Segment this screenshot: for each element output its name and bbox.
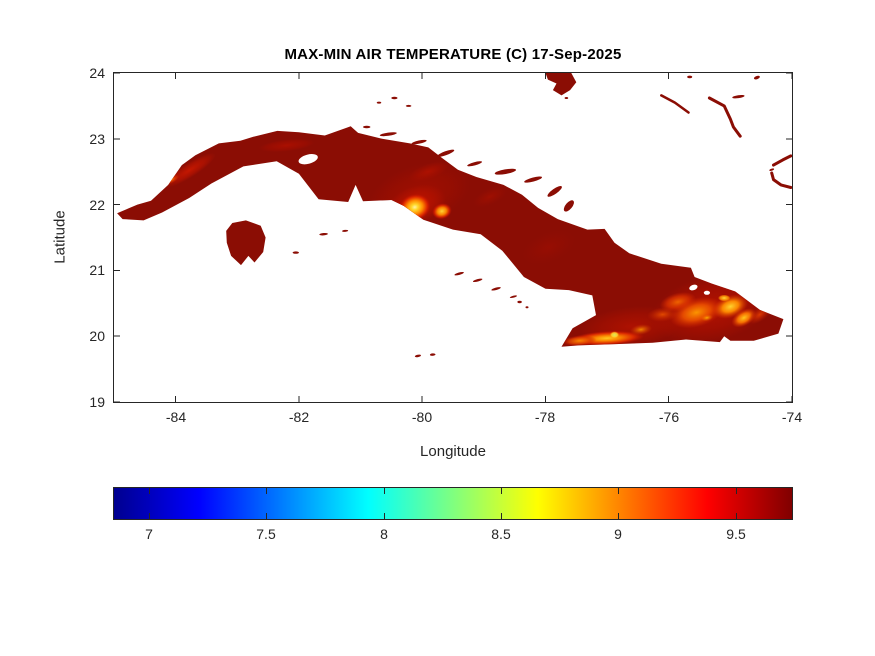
islet bbox=[517, 300, 522, 304]
x-tick-label: -84 bbox=[165, 409, 187, 425]
y-tick-label: 20 bbox=[89, 328, 105, 344]
colorbar-tick-label: 9 bbox=[614, 526, 622, 542]
islet bbox=[405, 104, 412, 107]
islet bbox=[525, 306, 529, 309]
islet bbox=[564, 97, 569, 99]
islet bbox=[391, 96, 398, 100]
islet bbox=[411, 139, 427, 145]
islet bbox=[429, 353, 436, 356]
x-tick-label: -78 bbox=[534, 409, 556, 425]
y-tick-label: 24 bbox=[89, 65, 105, 81]
colorbar-tick bbox=[384, 513, 385, 519]
colorbar-tick bbox=[618, 513, 619, 519]
colorbar-tick bbox=[501, 513, 502, 519]
islet bbox=[732, 94, 745, 99]
y-tick-label: 19 bbox=[89, 394, 105, 410]
island-chain bbox=[770, 171, 792, 189]
colorbar bbox=[113, 487, 793, 520]
islet bbox=[769, 168, 775, 171]
islet bbox=[376, 101, 382, 104]
colorbar-tick-label: 7.5 bbox=[256, 526, 276, 542]
islet bbox=[687, 75, 693, 79]
x-axis-label: Longitude bbox=[420, 443, 486, 460]
plot-area bbox=[113, 72, 793, 403]
island-chain bbox=[660, 94, 690, 114]
y-axis-label-text: Latitude bbox=[51, 210, 69, 264]
hotspot bbox=[700, 314, 714, 322]
hotspot bbox=[609, 331, 620, 339]
hotspot bbox=[669, 296, 724, 329]
data-hole bbox=[703, 290, 711, 295]
secondary-island bbox=[226, 220, 266, 266]
y-tick-label: 23 bbox=[89, 131, 105, 147]
hotspot bbox=[407, 161, 449, 183]
y-tick-label: 22 bbox=[89, 197, 105, 213]
colorbar-tick-label: 7 bbox=[145, 526, 153, 542]
colorbar-tick-label: 8 bbox=[380, 526, 388, 542]
y-tick-label: 21 bbox=[89, 262, 105, 278]
islet bbox=[363, 125, 371, 129]
islet bbox=[436, 149, 455, 157]
colorbar-tick bbox=[384, 488, 385, 494]
x-tick-label: -76 bbox=[658, 409, 680, 425]
colorbar-gradient bbox=[114, 488, 792, 519]
islet bbox=[524, 176, 543, 183]
colorbar-tick bbox=[149, 488, 150, 494]
x-tick-label: -82 bbox=[288, 409, 310, 425]
hotspot bbox=[522, 230, 575, 265]
islet bbox=[753, 75, 760, 80]
hotspot bbox=[259, 138, 315, 152]
islet bbox=[467, 161, 483, 167]
islet bbox=[342, 229, 349, 232]
islet bbox=[379, 132, 397, 137]
hotspot bbox=[629, 324, 653, 336]
x-tick-label: -80 bbox=[411, 409, 433, 425]
colorbar-tick-label: 9.5 bbox=[726, 526, 746, 542]
island-chain bbox=[707, 96, 742, 138]
figure-title: MAX-MIN AIR TEMPERATURE (C) 17-Sep-2025 bbox=[284, 46, 622, 63]
islet bbox=[319, 232, 328, 236]
landmass-base bbox=[117, 73, 792, 358]
colorbar-tick bbox=[149, 513, 150, 519]
axis-ticks bbox=[114, 73, 792, 402]
islet bbox=[547, 186, 562, 197]
island-chain bbox=[772, 154, 792, 167]
islet bbox=[292, 251, 299, 254]
main-island bbox=[117, 126, 784, 347]
data-hole bbox=[689, 284, 698, 291]
colorbar-tick bbox=[266, 513, 267, 519]
x-tick-label: -74 bbox=[781, 409, 803, 425]
outlying-island bbox=[545, 73, 577, 96]
islet bbox=[563, 200, 574, 212]
islet bbox=[414, 354, 421, 358]
colorbar-tick bbox=[736, 513, 737, 519]
islet bbox=[454, 271, 464, 276]
islet bbox=[472, 278, 483, 283]
data-hole bbox=[298, 154, 318, 165]
hotspot bbox=[432, 203, 452, 220]
colorbar-tick-label: 8.5 bbox=[491, 526, 511, 542]
hotspot bbox=[562, 335, 597, 347]
colorbar-tick bbox=[501, 488, 502, 494]
islet bbox=[509, 295, 517, 299]
colorbar-tick bbox=[736, 488, 737, 494]
hotspot bbox=[718, 294, 731, 302]
map-canvas bbox=[114, 73, 792, 402]
colorbar-tick bbox=[266, 488, 267, 494]
hotspot bbox=[472, 186, 508, 208]
islet bbox=[494, 168, 517, 175]
islet bbox=[491, 287, 501, 291]
colorbar-tick bbox=[618, 488, 619, 494]
